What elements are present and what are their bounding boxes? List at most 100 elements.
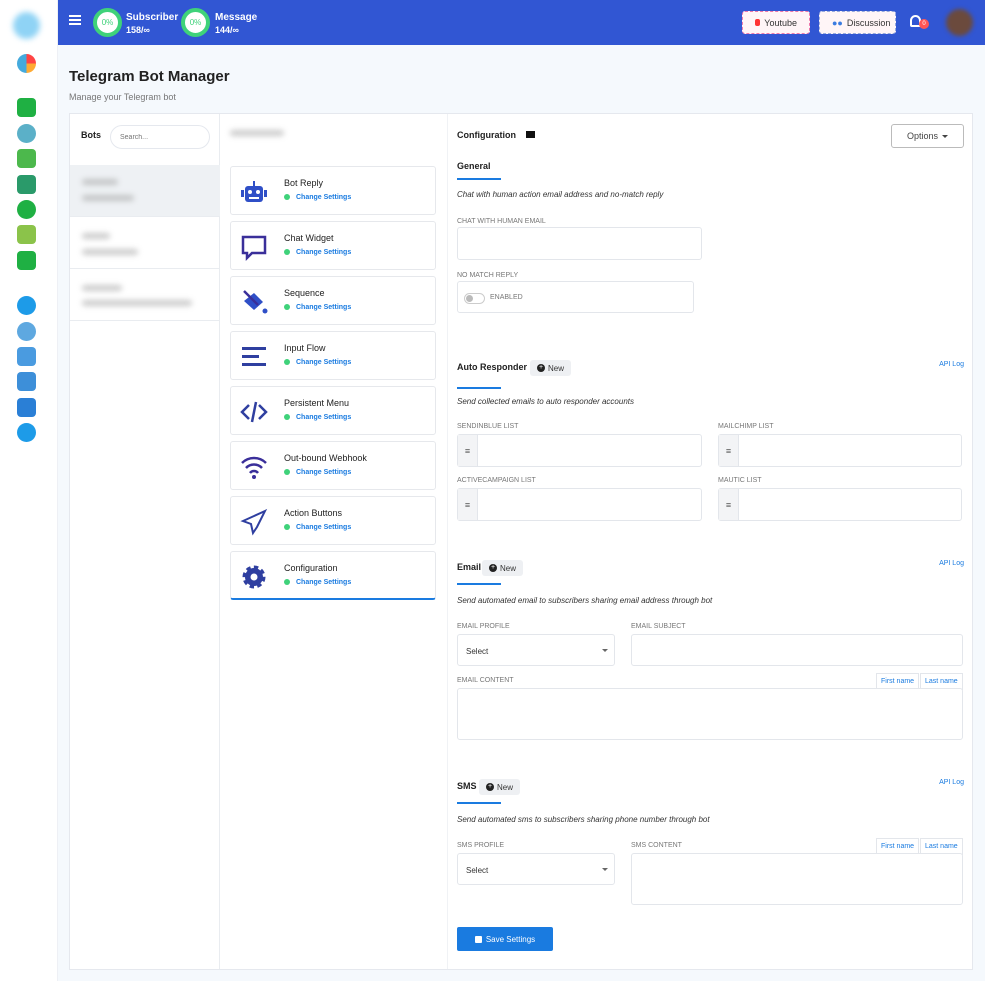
message-label: Message [215, 12, 258, 23]
api-log-link[interactable]: API Log [939, 361, 964, 368]
dashboard-icon[interactable] [17, 54, 36, 73]
sms-content-textarea[interactable] [631, 853, 963, 905]
change-settings-link[interactable]: Change Settings [284, 524, 351, 531]
discussion-button[interactable]: ●● Discussion [819, 11, 896, 34]
api-log-link[interactable]: API Log [939, 560, 964, 567]
bot-icon[interactable] [17, 124, 36, 143]
youtube-button[interactable]: Youtube [742, 11, 810, 34]
message-progress: 0% [181, 8, 210, 37]
settings-option-chat-widget[interactable]: Chat Widget Change Settings [230, 221, 436, 270]
search-input[interactable] [110, 125, 210, 149]
subscriber-stat: Subscriber 158/∞ [126, 11, 178, 37]
video-icon[interactable] [526, 131, 535, 138]
plus-circle-icon: + [486, 783, 494, 791]
options-button[interactable]: Options [891, 124, 964, 148]
mailchimp-label: MAILCHIMP LIST [718, 423, 774, 430]
config-title: Configuration [457, 130, 516, 140]
new-auto-responder-button[interactable]: + New [530, 360, 572, 376]
change-settings-link[interactable]: Change Settings [284, 414, 351, 421]
contacts-icon[interactable] [17, 149, 36, 168]
general-desc: Chat with human action email address and… [457, 190, 664, 199]
users-icon: ●● [832, 17, 843, 28]
save-label: Save Settings [485, 934, 536, 944]
save-icon [474, 935, 482, 943]
settings-option-sequence[interactable]: Sequence Change Settings [230, 276, 436, 325]
bot-name [230, 130, 284, 136]
subscriber-label: Subscriber [126, 12, 179, 23]
save-settings-button[interactable]: Save Settings [457, 927, 553, 951]
settings-option-configuration[interactable]: Configuration Change Settings [230, 551, 436, 600]
settings-option-action-buttons[interactable]: Action Buttons Change Settings [230, 496, 436, 545]
shop-icon[interactable] [17, 251, 36, 270]
change-settings-link[interactable]: Change Settings [284, 469, 351, 476]
list-icon: ≡ [719, 489, 739, 520]
divider [457, 583, 501, 585]
settings-menu: Bot Reply Change Settings Chat Widget Chang… [220, 114, 448, 969]
users-icon[interactable] [17, 347, 36, 366]
settings-option-persistent-menu[interactable]: Persistent Menu Change Settings [230, 386, 436, 435]
youtube-label: Youtube [764, 17, 797, 28]
whatsapp-icon[interactable] [17, 98, 36, 117]
align-icon [242, 347, 266, 366]
subscriber-progress: 0% [93, 8, 122, 37]
message-icon[interactable] [17, 423, 36, 442]
paper-plane-icon [240, 508, 268, 536]
list-icon: ≡ [458, 435, 478, 466]
telegram-icon[interactable] [17, 296, 36, 315]
mautic-label: MAUTIC LIST [718, 477, 762, 484]
sms-profile-select[interactable]: Select [457, 853, 615, 885]
option-title: Input Flow [284, 343, 326, 353]
option-title: Persistent Menu [284, 398, 350, 408]
option-title: Out-bound Webhook [284, 453, 367, 463]
campaign-icon[interactable] [17, 175, 36, 194]
change-settings-link[interactable]: Change Settings [284, 579, 351, 586]
code-icon [240, 401, 268, 423]
mailchimp-select[interactable]: ≡ [718, 434, 962, 467]
email-desc: Send automated email to subscribers shar… [457, 596, 713, 605]
auto-desc: Send collected emails to auto responder … [457, 397, 634, 406]
contacts-icon[interactable] [17, 372, 36, 391]
new-label: New [500, 563, 517, 573]
settings-option-out-bound-webhook[interactable]: Out-bound Webhook Change Settings [230, 441, 436, 490]
enabled-toggle[interactable] [464, 293, 485, 304]
change-settings-link[interactable]: Change Settings [284, 304, 351, 311]
bot-icon[interactable] [17, 322, 36, 341]
activecampaign-select[interactable]: ≡ [457, 488, 702, 521]
toggle-label: ENABLED [490, 294, 523, 301]
option-title: Bot Reply [284, 178, 324, 188]
api-log-link[interactable]: API Log [939, 779, 964, 786]
chat-icon [241, 235, 267, 262]
sms-desc: Send automated sms to subscribers sharin… [457, 815, 710, 824]
campaign-icon[interactable] [17, 398, 36, 417]
settings-option-input-flow[interactable]: Input Flow Change Settings [230, 331, 436, 380]
list-item[interactable] [70, 217, 220, 269]
email-subject-input[interactable] [631, 634, 963, 666]
option-title: Configuration [284, 563, 338, 573]
youtube-icon [755, 19, 761, 26]
message-count: 144/∞ [215, 25, 239, 35]
new-label: New [548, 363, 565, 373]
plus-circle-icon: + [489, 564, 497, 572]
topbar: 0% Subscriber 158/∞ 0% Message 144/∞ Youtu… [58, 0, 985, 45]
message-icon[interactable] [17, 200, 36, 219]
marketing-icon[interactable] [17, 225, 36, 244]
chat-email-input[interactable] [457, 227, 702, 260]
list-item[interactable] [70, 165, 220, 217]
change-settings-link[interactable]: Change Settings [284, 194, 351, 201]
change-settings-link[interactable]: Change Settings [284, 249, 351, 256]
avatar[interactable] [946, 9, 973, 36]
email-content-textarea[interactable] [457, 688, 963, 740]
bots-label: Bots [81, 130, 101, 140]
new-email-button[interactable]: + New [482, 560, 524, 576]
sendinblue-select[interactable]: ≡ [457, 434, 702, 467]
new-sms-button[interactable]: + New [479, 779, 521, 795]
email-profile-select[interactable]: Select [457, 634, 615, 666]
chat-email-label: CHAT WITH HUMAN EMAIL [457, 218, 546, 225]
mautic-select[interactable]: ≡ [718, 488, 962, 521]
sms-profile-label: SMS PROFILE [457, 842, 505, 849]
list-item[interactable] [70, 269, 220, 321]
auto-responder-title: Auto Responder [457, 362, 528, 372]
hamburger-icon[interactable] [69, 15, 81, 25]
settings-option-bot-reply[interactable]: Bot Reply Change Settings [230, 166, 436, 215]
change-settings-link[interactable]: Change Settings [284, 359, 351, 366]
